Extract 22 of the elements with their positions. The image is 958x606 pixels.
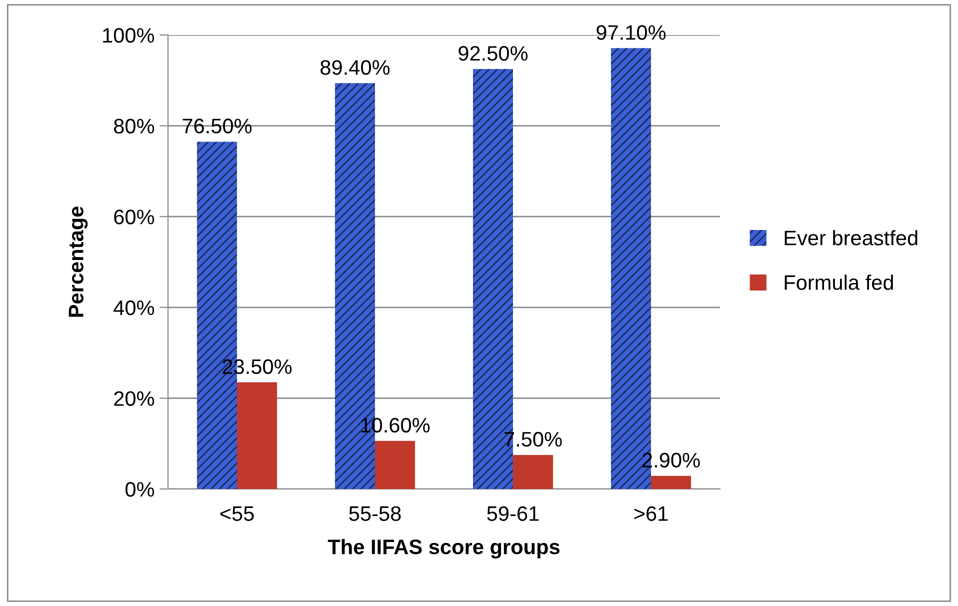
- y-tick-label: 100%: [103, 28, 154, 43]
- x-tick-label: >61: [634, 506, 668, 521]
- y-axis-title: Percentage: [68, 206, 88, 317]
- y-tick-label: 60%: [114, 210, 154, 224]
- data-label: 92.50%: [458, 46, 528, 61]
- x-axis-title: The IIFAS score groups: [328, 538, 560, 558]
- x-tick-label: 59-61: [487, 506, 539, 521]
- x-tick-label: 55-58: [349, 506, 401, 521]
- data-label: 97.10%: [596, 25, 666, 40]
- x-tick-label: <55: [220, 506, 254, 521]
- legend-label: Formula fed: [784, 274, 893, 290]
- y-tick-label: 40%: [114, 300, 154, 316]
- y-tick-label: 20%: [114, 391, 154, 406]
- bar: [651, 476, 692, 489]
- data-label: 89.40%: [320, 60, 390, 75]
- y-tick-label: 0%: [126, 482, 154, 497]
- bar: [513, 454, 554, 489]
- bar: [237, 382, 278, 489]
- y-tick-label: 80%: [114, 118, 154, 134]
- legend-label: Ever breastfed: [784, 230, 918, 246]
- bar: [375, 440, 416, 489]
- data-label: 76.50%: [182, 118, 252, 134]
